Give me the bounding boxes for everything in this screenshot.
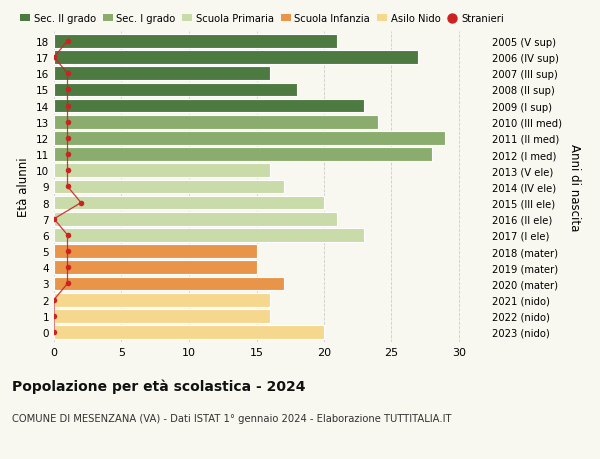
Bar: [54, 164, 270, 178]
Point: [49, 313, 59, 320]
Point: [76, 200, 86, 207]
Bar: [54, 84, 297, 97]
Bar: [54, 116, 378, 129]
Point: [63, 264, 72, 271]
Bar: [54, 196, 324, 210]
Point: [63, 167, 72, 174]
Y-axis label: Età alunni: Età alunni: [17, 157, 31, 217]
Point: [63, 38, 72, 45]
Bar: [54, 325, 324, 339]
Bar: [54, 100, 364, 113]
Text: Popolazione per età scolastica - 2024: Popolazione per età scolastica - 2024: [12, 379, 305, 393]
Bar: [54, 245, 257, 258]
Bar: [54, 293, 270, 307]
Point: [63, 248, 72, 255]
Bar: [54, 213, 337, 226]
Point: [63, 103, 72, 110]
Bar: [54, 229, 364, 242]
Point: [63, 135, 72, 142]
Point: [49, 329, 59, 336]
Bar: [54, 51, 418, 65]
Bar: [54, 309, 270, 323]
Point: [49, 297, 59, 304]
Bar: [54, 67, 270, 81]
Point: [63, 70, 72, 78]
Bar: [54, 277, 284, 291]
Text: COMUNE DI MESENZANA (VA) - Dati ISTAT 1° gennaio 2024 - Elaborazione TUTTITALIA.: COMUNE DI MESENZANA (VA) - Dati ISTAT 1°…: [12, 413, 452, 423]
Point: [49, 54, 59, 62]
Point: [63, 280, 72, 287]
Point: [49, 216, 59, 223]
Bar: [54, 261, 257, 274]
Point: [63, 87, 72, 94]
Bar: [54, 132, 445, 146]
Point: [63, 151, 72, 158]
Y-axis label: Anni di nascita: Anni di nascita: [568, 144, 581, 230]
Point: [63, 183, 72, 191]
Legend: Sec. II grado, Sec. I grado, Scuola Primaria, Scuola Infanzia, Asilo Nido, Stran: Sec. II grado, Sec. I grado, Scuola Prim…: [20, 14, 504, 24]
Bar: [54, 148, 432, 162]
Bar: [54, 35, 337, 49]
Bar: [54, 180, 284, 194]
Point: [63, 232, 72, 239]
Point: [63, 119, 72, 126]
